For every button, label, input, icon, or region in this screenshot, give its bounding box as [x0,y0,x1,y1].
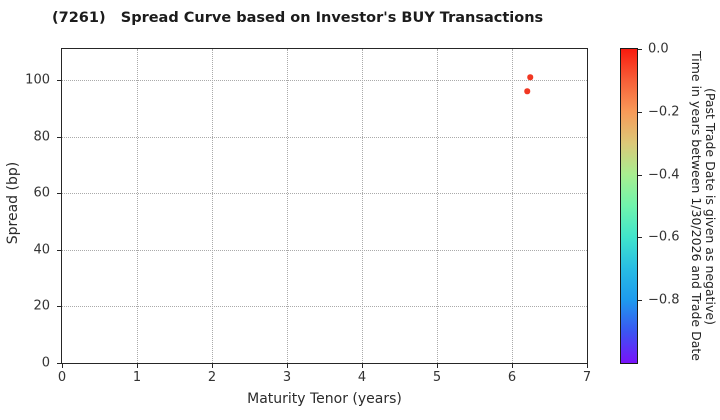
x-tick-mark [437,364,438,368]
y-tick-mark [57,136,61,138]
colorbar-label-line1: Time in years between 1/30/2026 and Trad… [689,51,704,361]
x-tick-label: 1 [132,370,142,385]
gridline-y-60 [62,193,587,195]
colorbar-tick-label: −0.8 [648,292,680,308]
gridline-y-40 [62,249,587,251]
y-tick-label: 40 [33,242,50,258]
gridline-y-20 [62,306,587,308]
data-point-1 [524,88,530,95]
x-tick-label: 3 [282,370,292,385]
y-axis-label: Spread (bp) [5,161,21,245]
colorbar-tick-label: −0.6 [648,229,680,245]
gridline-y-80 [62,136,587,138]
x-tick-mark [362,364,363,368]
x-tick-label: 6 [507,370,517,385]
x-axis-label: Maturity Tenor (years) [247,391,402,407]
colorbar-label-line2: (Past Trade Date is given as negative) [703,87,718,325]
y-tick-label: 0 [41,355,50,371]
colorbar-tick-mark [638,49,642,50]
gridline-x-3 [287,49,288,363]
y-tick-label: 100 [25,72,50,88]
gridline-x-6 [512,49,513,363]
y-tick-label: 60 [33,185,50,201]
gridline-y-100 [62,80,587,82]
colorbar-tick-mark [638,174,642,176]
gridline-x-1 [137,49,138,363]
colorbar-tick-mark [638,111,642,113]
x-tick-label: 0 [57,370,67,385]
y-tick-mark [57,193,61,195]
y-tick-label: 20 [33,298,50,314]
colorbar-gradient [620,48,638,364]
chart-title: (7261) Spread Curve based on Investor's … [52,10,544,26]
x-tick-label: 4 [357,370,367,385]
colorbar-tick-label: 0.0 [648,41,669,57]
plot-area [61,48,588,364]
x-tick-mark [137,364,138,368]
gridline-x-2 [212,49,213,363]
x-tick-mark [587,364,588,368]
x-tick-label: 5 [432,370,442,385]
x-tick-mark [212,364,213,368]
colorbar-tick-mark [638,237,642,239]
x-tick-label: 2 [207,370,217,385]
colorbar-tick-label: −0.2 [648,104,680,120]
y-tick-label: 80 [33,129,50,145]
y-tick-mark [57,80,61,82]
gridline-x-5 [437,49,438,363]
data-point-0 [527,74,533,81]
y-tick-mark [57,363,61,364]
x-tick-mark [62,364,63,368]
y-tick-mark [57,306,61,308]
x-tick-mark [287,364,288,368]
gridline-x-4 [362,49,363,363]
y-tick-mark [57,249,61,251]
colorbar-axis-label: Time in years between 1/30/2026 and Trad… [689,48,718,364]
x-tick-label: 7 [582,370,592,385]
x-tick-mark [512,364,513,368]
colorbar-tick-label: −0.4 [648,167,680,183]
colorbar-tick-mark [638,300,642,302]
